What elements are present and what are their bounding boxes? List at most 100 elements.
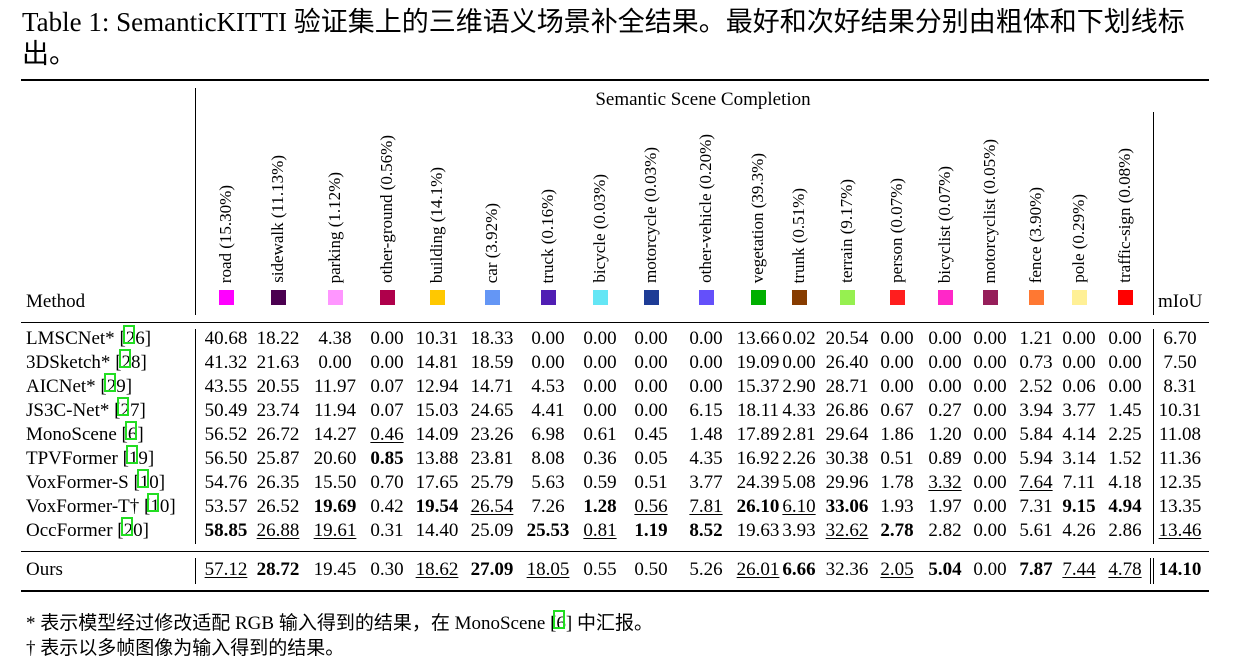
table-cell: 26.35 [256, 472, 300, 493]
citation[interactable]: 26 [122, 325, 145, 350]
table-cell: 0.02 [782, 328, 816, 349]
table-cell: 0.00 [782, 352, 816, 373]
method-name: Ours [26, 559, 63, 581]
class-header: traffic-sign (0.08%) [1115, 148, 1134, 283]
table-cell: 2.26 [782, 448, 816, 469]
table-cell: 7.26 [531, 496, 565, 517]
table-cell: 56.52 [204, 424, 248, 445]
table-cell: 33.06 [825, 496, 869, 517]
table-cell: 24.39 [736, 472, 780, 493]
citation[interactable]: 27 [117, 397, 139, 422]
citation[interactable]: 6 [553, 610, 566, 635]
table-cell: 0.36 [583, 448, 617, 469]
table-cell: 43.55 [204, 376, 248, 397]
class-color-swatch [938, 290, 953, 305]
table-cell: 0.46 [370, 424, 404, 445]
table-cell: 15.37 [736, 376, 780, 397]
table-cell: 25.79 [470, 472, 514, 493]
table-cell: 0.00 [973, 559, 1007, 580]
table-cell: 14.81 [415, 352, 459, 373]
method-name: VoxFormer-T† [10] [26, 493, 176, 518]
miou-column-header: mIoU [1158, 291, 1203, 312]
citation[interactable]: 20 [120, 517, 143, 542]
method-label: TPVFormer [26, 448, 118, 469]
table-cell: 14.09 [415, 424, 459, 445]
table-cell: 0.00 [634, 352, 668, 373]
table-cell: 7.81 [689, 496, 723, 517]
table-cell: 5.26 [689, 559, 723, 580]
miou-cell: 6.70 [1163, 328, 1197, 349]
table-cell: 17.89 [736, 424, 780, 445]
class-color-swatch [699, 290, 714, 305]
table-cell: 0.00 [973, 376, 1007, 397]
table-cell: 2.81 [782, 424, 816, 445]
citation[interactable]: 6 [124, 421, 137, 446]
table-cell: 1.21 [1019, 328, 1053, 349]
class-header: bicyclist (0.07%) [935, 165, 954, 283]
table-cell: 24.65 [470, 400, 514, 421]
table-cell: 15.50 [313, 472, 357, 493]
table-cell: 0.85 [370, 448, 404, 469]
table-cell: 20.60 [313, 448, 357, 469]
table-cell: 19.45 [313, 559, 357, 580]
table-cell: 2.90 [782, 376, 816, 397]
table-cell: 56.50 [204, 448, 248, 469]
citation[interactable]: 10 [136, 469, 159, 494]
top-rule [21, 79, 1209, 81]
table-cell: 6.66 [782, 559, 816, 580]
footnote-asterisk: * 表示模型经过修改适配 RGB 输入得到的结果，在 MonoScene [6]… [26, 610, 653, 635]
class-header: pole (0.29%) [1069, 194, 1088, 283]
table-cell: 0.00 [634, 376, 668, 397]
class-header: motorcycle (0.03%) [641, 147, 660, 283]
class-header: vegetation (39.3%) [748, 152, 767, 283]
class-color-swatch [328, 290, 343, 305]
table-cell: 0.00 [583, 376, 617, 397]
table-cell: 0.51 [634, 472, 668, 493]
table-cell: 1.93 [880, 496, 914, 517]
table-cell: 5.63 [531, 472, 565, 493]
citation[interactable]: 10 [147, 493, 169, 518]
table-cell: 30.38 [825, 448, 869, 469]
method-label: AICNet* [26, 376, 96, 397]
table-cell: 18.59 [470, 352, 514, 373]
class-header: truck (0.16%) [538, 188, 557, 283]
table-cell: 18.62 [415, 559, 459, 580]
table-cell: 5.84 [1019, 424, 1053, 445]
citation-link-box [136, 469, 149, 488]
citation[interactable]: 19 [125, 445, 148, 470]
table-cell: 6.15 [689, 400, 723, 421]
table-cell: 0.00 [973, 496, 1007, 517]
class-color-swatch [890, 290, 905, 305]
class-header: other-ground (0.56%) [377, 135, 396, 283]
footnote-text: ] 中汇报。 [565, 613, 653, 634]
table-cell: 19.69 [313, 496, 357, 517]
method-name: MonoScene [6] [26, 421, 144, 446]
table-cell: 0.00 [928, 376, 962, 397]
table-cell: 0.07 [370, 400, 404, 421]
class-header: bicycle (0.03%) [590, 174, 609, 283]
class-header: trunk (0.51%) [789, 187, 808, 283]
table-cell: 57.12 [204, 559, 248, 580]
method-label: 3DSketch* [26, 352, 111, 373]
method-label: LMSCNet* [26, 328, 115, 349]
table-cell: 0.27 [928, 400, 962, 421]
table-cell: 5.04 [928, 559, 962, 580]
citation[interactable]: 28 [118, 349, 141, 374]
table-cell: 0.00 [1062, 328, 1096, 349]
method-column-header: Method [26, 291, 86, 312]
table-cell: 0.00 [531, 352, 565, 373]
table-cell: 26.86 [825, 400, 869, 421]
method-name: JS3C-Net* [27] [26, 397, 146, 422]
table-cell: 19.09 [736, 352, 780, 373]
table-cell: 19.54 [415, 496, 459, 517]
class-color-swatch [593, 290, 608, 305]
table-cell: 4.38 [318, 328, 352, 349]
table-cell: 4.18 [1108, 472, 1142, 493]
table-cell: 14.71 [470, 376, 514, 397]
table-cell: 0.61 [583, 424, 617, 445]
table-cell: 4.78 [1108, 559, 1142, 580]
citation[interactable]: 29 [103, 373, 126, 398]
class-header: person (0.07%) [887, 178, 906, 283]
table-cell: 25.87 [256, 448, 300, 469]
table-cell: 19.63 [736, 520, 780, 541]
